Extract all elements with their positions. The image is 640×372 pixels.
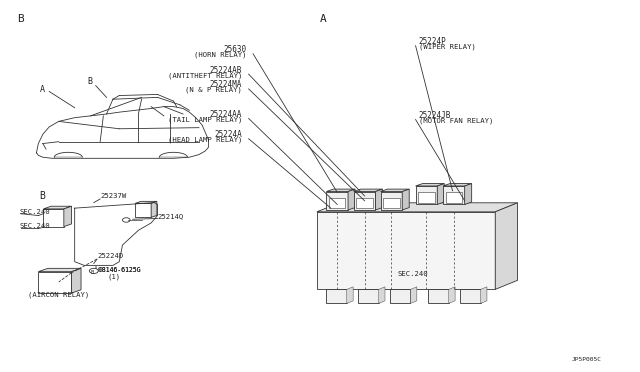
Polygon shape (326, 189, 355, 192)
Polygon shape (437, 183, 444, 205)
Bar (326, 289, 347, 304)
Text: 25224MA: 25224MA (210, 80, 243, 89)
Text: 08146-6125G: 08146-6125G (99, 267, 141, 273)
Bar (415, 186, 437, 205)
Text: (HORN RELAY): (HORN RELAY) (194, 52, 246, 58)
Polygon shape (72, 268, 81, 293)
Polygon shape (449, 287, 455, 304)
Bar (329, 198, 346, 208)
Text: (MOTOR FAN RELAY): (MOTOR FAN RELAY) (419, 118, 493, 124)
Text: 25224A: 25224A (214, 130, 243, 139)
Bar (445, 192, 462, 203)
Text: 25224AA: 25224AA (210, 110, 243, 119)
Polygon shape (38, 268, 81, 272)
Text: B: B (90, 270, 93, 275)
Text: (ANTITHEFT RELAY): (ANTITHEFT RELAY) (168, 72, 243, 78)
Text: SEC.240: SEC.240 (19, 224, 50, 230)
Bar (381, 192, 402, 210)
Bar (317, 212, 495, 289)
Polygon shape (381, 189, 409, 192)
Bar (354, 192, 376, 210)
Text: SEC.240: SEC.240 (397, 272, 428, 278)
Polygon shape (317, 203, 518, 212)
Polygon shape (410, 287, 417, 304)
Text: °08146-6125G: °08146-6125G (94, 267, 140, 273)
Polygon shape (376, 189, 383, 210)
Polygon shape (348, 189, 355, 210)
Polygon shape (415, 183, 444, 186)
Polygon shape (347, 287, 353, 304)
Polygon shape (443, 183, 472, 186)
Bar (135, 203, 151, 217)
Bar (383, 198, 399, 208)
Text: JP5P005C: JP5P005C (572, 357, 602, 362)
Bar (390, 289, 410, 304)
Text: SEC.240: SEC.240 (19, 209, 50, 215)
Text: A: A (320, 14, 327, 24)
Text: A: A (40, 85, 45, 94)
Text: (WIPER RELAY): (WIPER RELAY) (419, 44, 476, 50)
Text: 25224P: 25224P (419, 37, 447, 46)
Bar (418, 192, 435, 203)
Text: B: B (17, 14, 24, 24)
Text: (HEAD LAMP RELAY): (HEAD LAMP RELAY) (168, 137, 243, 143)
Bar (358, 289, 379, 304)
Text: B: B (40, 191, 45, 201)
Text: 25224D: 25224D (97, 253, 124, 259)
Text: (1): (1) (108, 273, 121, 280)
Text: 25224AB: 25224AB (210, 65, 243, 75)
Text: B: B (88, 77, 92, 86)
Text: 25224JB: 25224JB (419, 111, 451, 120)
Text: 25214Q: 25214Q (157, 214, 184, 219)
Bar (443, 186, 465, 205)
Polygon shape (151, 201, 157, 217)
Polygon shape (64, 206, 72, 227)
Bar (326, 192, 348, 210)
Polygon shape (402, 189, 409, 210)
Polygon shape (495, 203, 518, 289)
Bar (44, 209, 64, 227)
Polygon shape (354, 189, 383, 192)
Text: 25237W: 25237W (100, 193, 127, 199)
Text: 25630: 25630 (223, 45, 246, 54)
Text: (N & P RELAY): (N & P RELAY) (186, 87, 243, 93)
Bar (38, 272, 72, 293)
Polygon shape (379, 287, 385, 304)
Polygon shape (465, 183, 472, 205)
Bar (356, 198, 373, 208)
Polygon shape (481, 287, 487, 304)
Bar (428, 289, 449, 304)
Text: (TAIL LAMP RELAY): (TAIL LAMP RELAY) (168, 116, 243, 123)
Polygon shape (135, 201, 157, 203)
Text: (AIRCON RELAY): (AIRCON RELAY) (28, 292, 90, 298)
Polygon shape (44, 206, 72, 209)
Bar (460, 289, 481, 304)
